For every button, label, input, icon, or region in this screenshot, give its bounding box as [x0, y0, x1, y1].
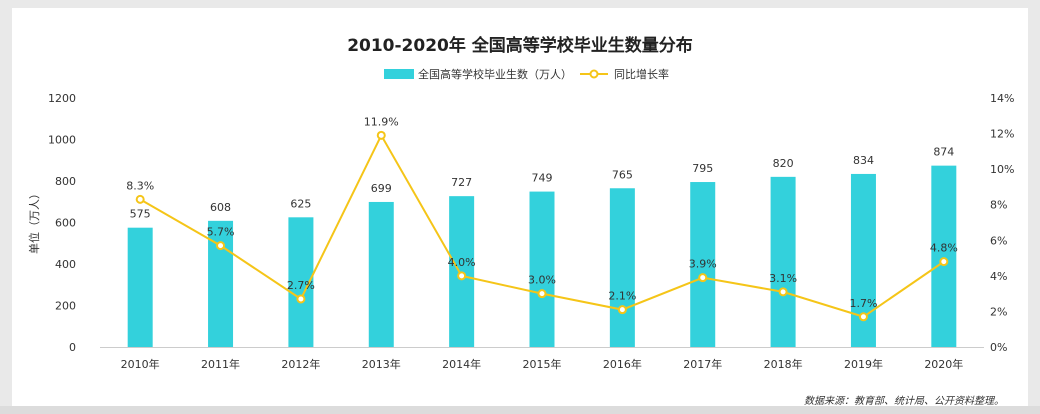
x-tick-label: 2014年: [442, 357, 481, 371]
y-tick-label: 200: [55, 300, 76, 313]
bar: [609, 188, 635, 347]
growth-rate-point: [376, 130, 386, 140]
y2-tick-label: 10%: [990, 163, 1014, 176]
growth-rate-label: 1.7%: [849, 297, 877, 310]
bar: [690, 182, 716, 347]
y-tick-label: 800: [55, 175, 76, 188]
y2-tick-label: 0%: [990, 341, 1007, 354]
bar: [127, 227, 153, 347]
growth-rate-point: [216, 241, 226, 251]
y2-tick-label: 14%: [990, 92, 1014, 105]
x-tick-label: 2016年: [603, 357, 642, 371]
y-tick-label: 400: [55, 258, 76, 271]
growth-rate-point: [858, 312, 868, 322]
bar-value-label: 575: [130, 208, 151, 221]
chart-title: 2010-2020年 全国高等学校毕业生数量分布: [347, 35, 693, 56]
y-tick-label: 600: [55, 217, 76, 230]
y-tick-label: 0: [69, 341, 76, 354]
growth-rate-point: [617, 305, 627, 315]
x-tick-label: 2010年: [121, 357, 160, 371]
legend-label-bar: 全国高等学校毕业生数（万人）: [418, 67, 572, 81]
x-tick-label: 2018年: [764, 357, 803, 371]
growth-rate-point: [296, 294, 306, 304]
growth-rate-label: 4.8%: [930, 242, 958, 255]
x-tick-label: 2020年: [924, 357, 963, 371]
y-axis-label: 单位（万人）: [27, 188, 41, 254]
bar-value-label: 820: [773, 157, 794, 170]
data-source-footnote: 数据来源：教育部、统计局、公开资料整理。: [804, 396, 1004, 407]
growth-rate-point: [457, 271, 467, 281]
growth-rate-label: 11.9%: [364, 115, 399, 128]
y-tick-label: 1000: [48, 134, 76, 147]
bar-value-label: 795: [692, 162, 713, 175]
y2-tick-label: 4%: [990, 270, 1007, 283]
growth-rate-point: [135, 194, 145, 204]
x-tick-label: 2019年: [844, 357, 883, 371]
bar: [368, 201, 394, 347]
x-tick-label: 2013年: [362, 357, 401, 371]
bar-value-label: 699: [371, 182, 392, 195]
growth-rate-point: [698, 273, 708, 283]
growth-rate-label: 3.9%: [689, 258, 717, 271]
bar-value-label: 608: [210, 201, 231, 214]
growth-rate-label: 3.1%: [769, 272, 797, 285]
bar-value-label: 727: [451, 176, 472, 189]
growth-rate-point: [537, 289, 547, 299]
growth-rate-label: 2.7%: [287, 279, 315, 292]
legend-swatch-bar: [384, 69, 414, 79]
bar-value-label: 874: [933, 146, 954, 159]
growth-rate-label: 8.3%: [126, 179, 154, 192]
growth-rate-label: 4.0%: [448, 256, 476, 269]
y2-tick-label: 6%: [990, 234, 1007, 247]
growth-rate-label: 5.7%: [207, 226, 235, 239]
y2-tick-label: 12%: [990, 128, 1014, 141]
x-tick-label: 2012年: [281, 357, 320, 371]
bar-value-label: 834: [853, 154, 874, 167]
page-bottom-bar: [0, 406, 1040, 414]
y2-tick-label: 8%: [990, 199, 1007, 212]
x-tick-label: 2017年: [683, 357, 722, 371]
bar-value-label: 765: [612, 168, 633, 181]
y2-tick-label: 2%: [990, 305, 1007, 318]
legend-marker-line: [589, 69, 599, 79]
growth-rate-point: [939, 257, 949, 267]
bar-value-label: 749: [532, 172, 553, 185]
bar-value-label: 625: [290, 197, 311, 210]
growth-rate-point: [778, 287, 788, 297]
bar: [931, 165, 957, 347]
bar: [770, 176, 796, 347]
growth-rate-label: 3.0%: [528, 274, 556, 287]
x-tick-label: 2015年: [523, 357, 562, 371]
bar: [529, 191, 555, 347]
chart-card: 2010-2020年 全国高等学校毕业生数量分布全国高等学校毕业生数（万人） 同比…: [12, 8, 1028, 407]
growth-rate-label: 2.1%: [608, 290, 636, 303]
x-tick-label: 2011年: [201, 357, 240, 371]
legend-label-line: 同比增长率: [614, 67, 669, 81]
y-tick-label: 1200: [48, 92, 76, 105]
